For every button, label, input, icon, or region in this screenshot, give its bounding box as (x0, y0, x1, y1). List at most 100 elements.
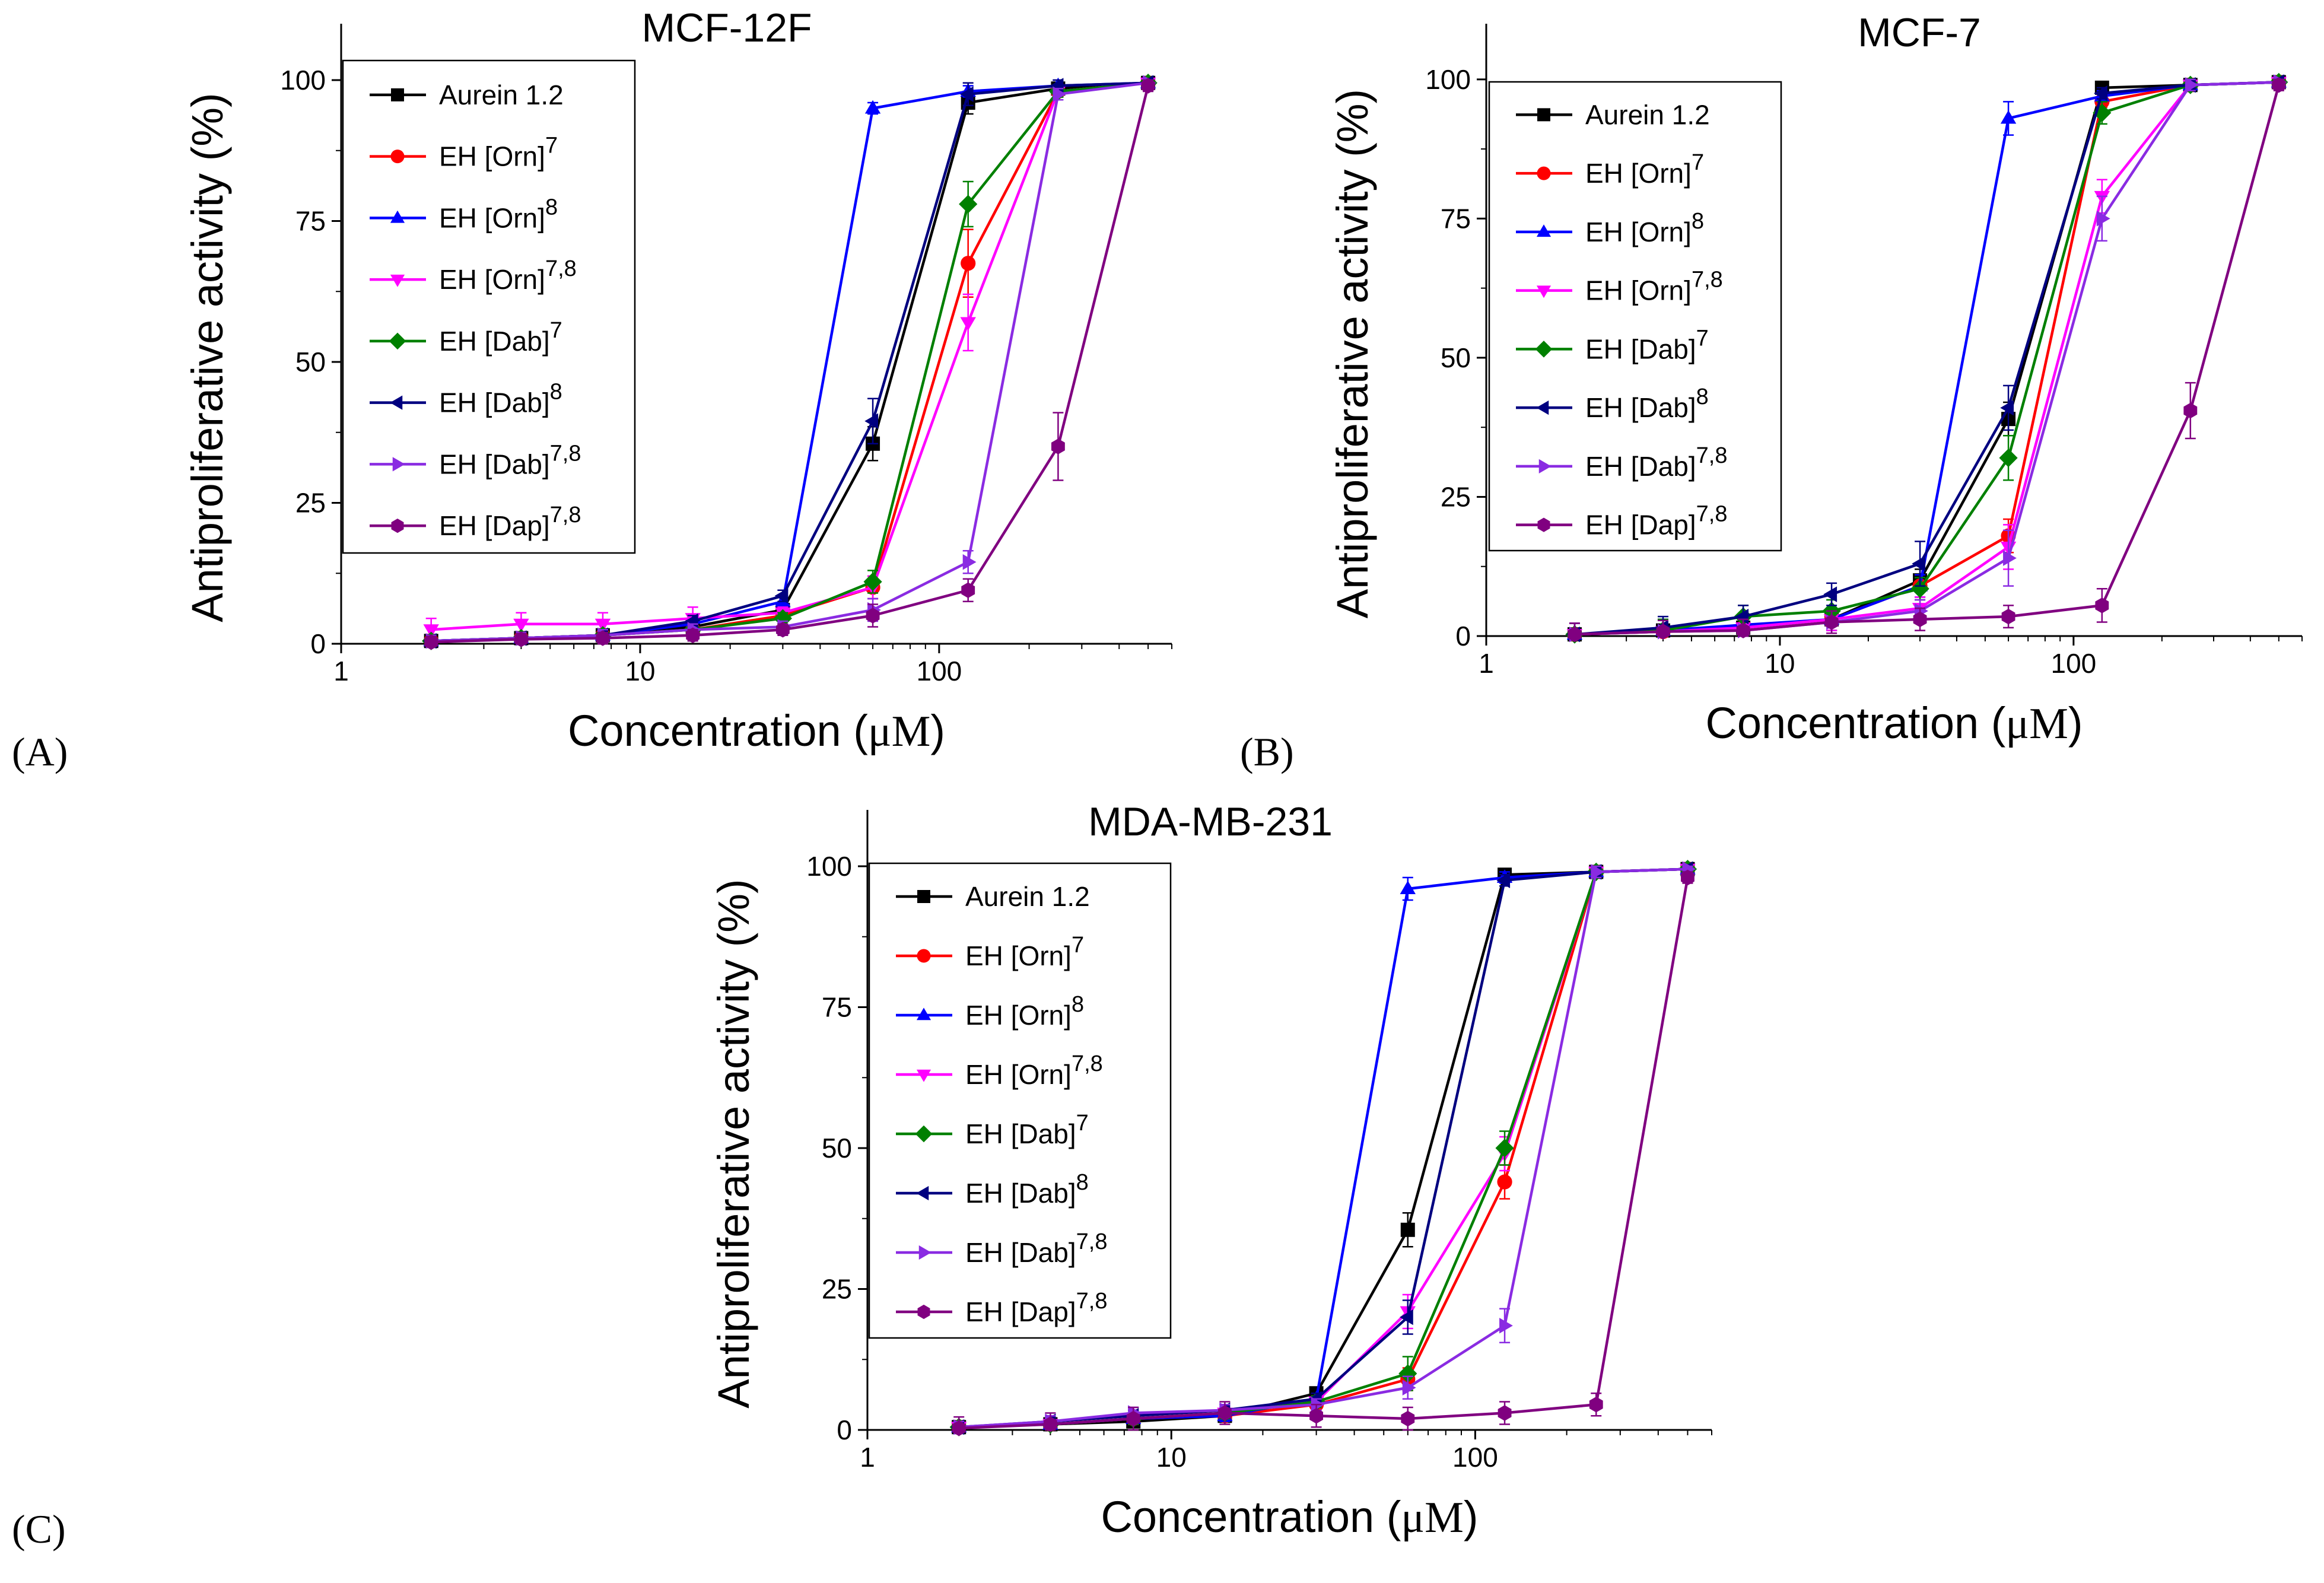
data-point (1141, 78, 1155, 94)
data-point (2272, 77, 2286, 93)
legend-marker (916, 1185, 929, 1201)
data-point (1681, 869, 1694, 886)
data-point (962, 554, 977, 570)
data-point (1498, 1405, 1512, 1421)
data-point (1309, 1408, 1324, 1424)
legend-item-eh-dab-7-8: EH [Dab]7,8 (896, 1229, 1107, 1268)
x-axis-label: Concentration (μM) (1705, 698, 2083, 748)
chart-panel-mcf-7: 0 25 50 75 100 1 10 100 MCF-7 Concentration (μM) A… (1240, 10, 2303, 774)
legend-marker (1536, 400, 1549, 415)
chart-panel-mda-mb-231: 0 25 50 75 100 1 10 100 MDA-MB-231 Concentration … (12, 799, 1712, 1552)
legend-marker (389, 332, 406, 350)
legend-label: EH [Orn]7 (439, 133, 558, 172)
panel-label: (B) (1240, 729, 1294, 774)
legend-label: EH [Dap]7,8 (1585, 502, 1727, 541)
x-tick-label: 100 (1452, 1442, 1498, 1473)
legend-marker (917, 890, 930, 903)
legend-label: EH [Dab]7 (965, 1111, 1089, 1149)
legend-item-aurein-1-2: Aurein 1.2 (370, 80, 564, 110)
legend-item-eh-dab-8: EH [Dab]8 (896, 1170, 1089, 1209)
legend-item-eh-orn-8: EH [Orn]8 (370, 195, 558, 233)
y-axis-label: Antiproliferative activity (%) (709, 879, 758, 1408)
legend-marker (391, 519, 404, 533)
legend-marker (390, 395, 403, 410)
y-axis-label: Antiproliferative activity (%) (1328, 89, 1377, 618)
y-tick-label: 25 (822, 1274, 852, 1305)
y-tick-label: 50 (295, 347, 326, 377)
data-point (1999, 449, 2018, 468)
y-tick-label: 0 (310, 628, 326, 659)
legend-marker (916, 1069, 931, 1082)
data-point (2096, 211, 2110, 227)
legend-item-eh-dab-7: EH [Dab]7 (1516, 326, 1709, 364)
legend-label: EH [Dap]7,8 (439, 503, 581, 541)
legend-marker (390, 150, 405, 164)
legend-label: EH [Dab]8 (1585, 384, 1709, 423)
data-point (1913, 611, 1927, 628)
data-point (596, 630, 610, 646)
legend-item-eh-orn-8: EH [Orn]8 (1516, 209, 1704, 247)
panel-label: (C) (12, 1506, 66, 1552)
chart-title: MCF-7 (1858, 10, 1981, 55)
data-point (2185, 77, 2199, 93)
data-point (863, 572, 882, 592)
x-tick-label: 10 (1156, 1442, 1187, 1473)
legend-item-eh-orn-8: EH [Orn]8 (896, 992, 1084, 1031)
data-point (1050, 78, 1064, 94)
data-point (1735, 608, 1749, 625)
y-tick-label: 0 (1455, 621, 1471, 651)
legend-item-eh-dab-8: EH [Dab]8 (1516, 384, 1709, 423)
data-point (1824, 614, 1839, 630)
y-axis-label: Antiproliferative activity (%) (183, 93, 232, 622)
data-point (1053, 86, 1067, 102)
legend-marker (390, 210, 405, 223)
data-point (866, 608, 880, 624)
data-point (1402, 1379, 1416, 1396)
legend-label: EH [Orn]7,8 (1585, 268, 1723, 306)
legend-marker (1536, 285, 1552, 298)
y-tick-label: 75 (295, 206, 326, 237)
data-point (684, 613, 698, 630)
legend-item-eh-orn-7: EH [Orn]7 (1516, 150, 1704, 189)
legend: Aurein 1.2 EH [Orn]7 EH [Orn]8 EH [Orn]7,8 E… (342, 59, 636, 554)
legend-marker (917, 1304, 930, 1320)
data-point (775, 622, 790, 638)
legend-label: Aurein 1.2 (1585, 99, 1710, 130)
data-point (514, 631, 528, 647)
legend-label: EH [Dab]7,8 (439, 441, 581, 479)
legend-item-aurein-1-2: Aurein 1.2 (1516, 99, 1710, 130)
legend-marker (1538, 459, 1552, 473)
data-point (864, 413, 879, 429)
legend-label: EH [Orn]7 (965, 933, 1084, 971)
legend-marker (392, 457, 405, 472)
data-point (864, 100, 881, 114)
data-point (961, 256, 976, 271)
y-tick-label: 50 (1441, 342, 1471, 373)
y-tick-label: 100 (280, 65, 326, 96)
legend-marker (1535, 341, 1553, 358)
legend-label: EH [Dab]7 (1585, 326, 1709, 364)
legend-item-eh-dab-8: EH [Dab]8 (370, 380, 562, 418)
data-point (2183, 402, 2198, 419)
legend: Aurein 1.2 EH [Orn]7 EH [Orn]8 EH [Orn]7,8 E… (868, 862, 1172, 1339)
data-point (2001, 608, 2015, 625)
data-point (1399, 1309, 1413, 1325)
legend-item-eh-dap-7-8: EH [Dap]7,8 (1516, 502, 1727, 541)
legend-label: EH [Dab]7,8 (1585, 443, 1727, 482)
legend-label: EH [Dab]8 (439, 380, 562, 418)
legend-item-eh-orn-7-8: EH [Orn]7,8 (370, 256, 577, 295)
data-point (961, 582, 975, 598)
x-axis-label: Concentration (μM) (568, 706, 945, 756)
x-tick-label: 1 (333, 656, 349, 686)
data-point (1568, 626, 1582, 643)
data-point (952, 1420, 966, 1436)
x-axis-label: Concentration (μM) (1101, 1492, 1478, 1542)
legend-marker (1537, 166, 1551, 180)
data-point (424, 634, 438, 650)
data-point (2000, 400, 2014, 416)
chart-title: MDA-MB-231 (1088, 799, 1333, 844)
data-point (2095, 597, 2109, 614)
data-point (959, 195, 978, 214)
legend-marker (1537, 108, 1550, 122)
legend-label: EH [Dap]7,8 (965, 1289, 1107, 1327)
